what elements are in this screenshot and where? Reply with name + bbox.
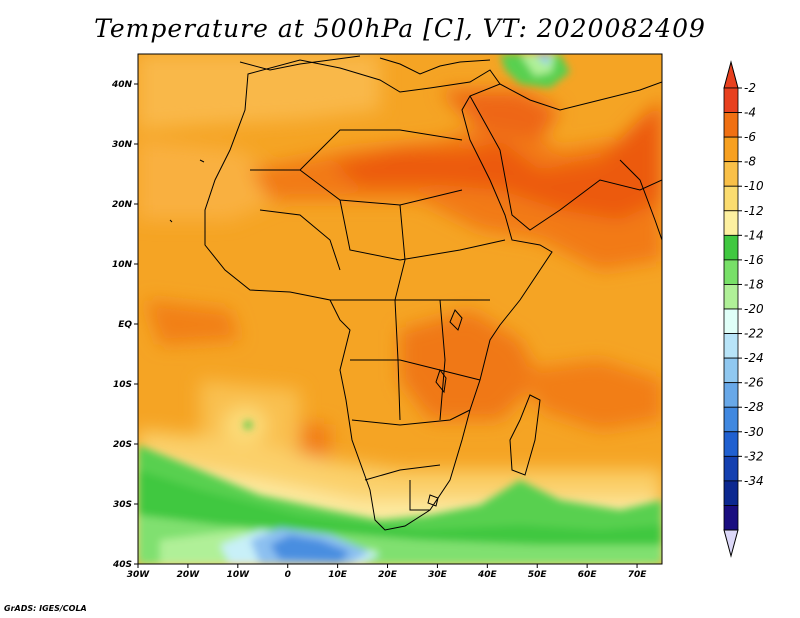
colorbar-label: -22 — [744, 327, 764, 341]
colorbar-swatch — [723, 136, 739, 163]
lon-tick-label: 50E — [528, 570, 548, 580]
colorbar-label: -2 — [744, 81, 756, 95]
lat-tick-label: 20N — [112, 200, 133, 210]
lon-tick-label: 70E — [628, 570, 648, 580]
colorbar-swatch — [723, 480, 739, 506]
colorbar-swatch — [723, 259, 739, 285]
colorbar: -2 -4 -6 -8 -10 -12 -14 -16 -18 -20 -22 -24 -26 -28 -3… — [723, 60, 764, 558]
lon-tick-label: 30W — [127, 570, 151, 580]
colorbar-swatch — [723, 333, 739, 359]
colorbar-label: -18 — [744, 277, 764, 291]
colorbar-swatch — [723, 505, 739, 531]
colorbar-swatch — [723, 357, 739, 384]
colorbar-label: -12 — [744, 204, 764, 218]
latitude-axis: 40N 30N 20N 10N EQ 10S 20S 30S 40S — [111, 80, 138, 570]
lat-tick-label: 10S — [113, 380, 132, 390]
colorbar-swatch — [723, 382, 739, 408]
colorbar-label: -30 — [744, 425, 764, 439]
lon-tick-label: 30E — [428, 570, 448, 580]
lat-tick-label: 20S — [113, 440, 132, 450]
colorbar-over-arrow — [723, 60, 739, 89]
colorbar-label: -34 — [744, 474, 764, 488]
lat-tick-label: 40N — [111, 80, 133, 90]
colorbar-swatch — [723, 234, 739, 261]
plot-frame — [137, 53, 663, 565]
lon-tick-label: 10E — [328, 570, 348, 580]
lat-tick-label: 30S — [113, 500, 132, 510]
lon-tick-label: 0 — [285, 570, 291, 580]
colorbar-swatch — [723, 431, 739, 457]
map-title: Temperature at 500hPa [C], VT: 202008240… — [94, 14, 706, 43]
coastlines — [169, 55, 662, 531]
lon-tick-label: 60E — [578, 570, 598, 580]
colorbar-label: -4 — [744, 106, 756, 120]
colorbar-swatch — [723, 185, 739, 212]
colorbar-label: -32 — [744, 449, 764, 463]
colorbar-swatch — [723, 284, 739, 310]
lat-tick-label: EQ — [118, 320, 132, 330]
colorbar-label: -26 — [744, 376, 764, 390]
lon-tick-label: 10W — [227, 570, 251, 580]
lon-tick-label: 40E — [477, 570, 498, 580]
colorbar-label: -6 — [744, 130, 756, 144]
colorbar-label: -10 — [744, 179, 764, 193]
colorbar-label: -20 — [744, 302, 764, 316]
colorbar-label: -16 — [744, 253, 764, 267]
colorbar-swatch — [723, 161, 739, 187]
colorbar-label: -14 — [744, 228, 764, 242]
colorbar-swatch — [723, 112, 739, 138]
colorbar-label: -24 — [744, 351, 764, 365]
temperature-field — [138, 54, 662, 564]
colorbar-swatch — [723, 210, 739, 236]
colorbar-swatch — [723, 406, 739, 433]
longitude-axis: 30W 20W 10W 0 10E 20E 30E 40E 50E 60E 70E — [127, 564, 647, 580]
lon-tick-label: 20W — [177, 570, 201, 580]
colorbar-under-arrow — [723, 529, 739, 558]
credit-label: GrADS: IGES/COLA — [4, 604, 87, 613]
lat-tick-label: 10N — [112, 260, 133, 270]
lat-tick-label: 40S — [112, 560, 132, 570]
colorbar-label: -8 — [744, 155, 756, 169]
colorbar-swatch — [723, 455, 739, 482]
colorbar-swatch — [723, 308, 739, 334]
colorbar-label: -28 — [744, 400, 764, 414]
lon-tick-label: 20E — [378, 570, 398, 580]
lat-tick-label: 30N — [112, 140, 133, 150]
colorbar-swatch — [723, 87, 739, 113]
